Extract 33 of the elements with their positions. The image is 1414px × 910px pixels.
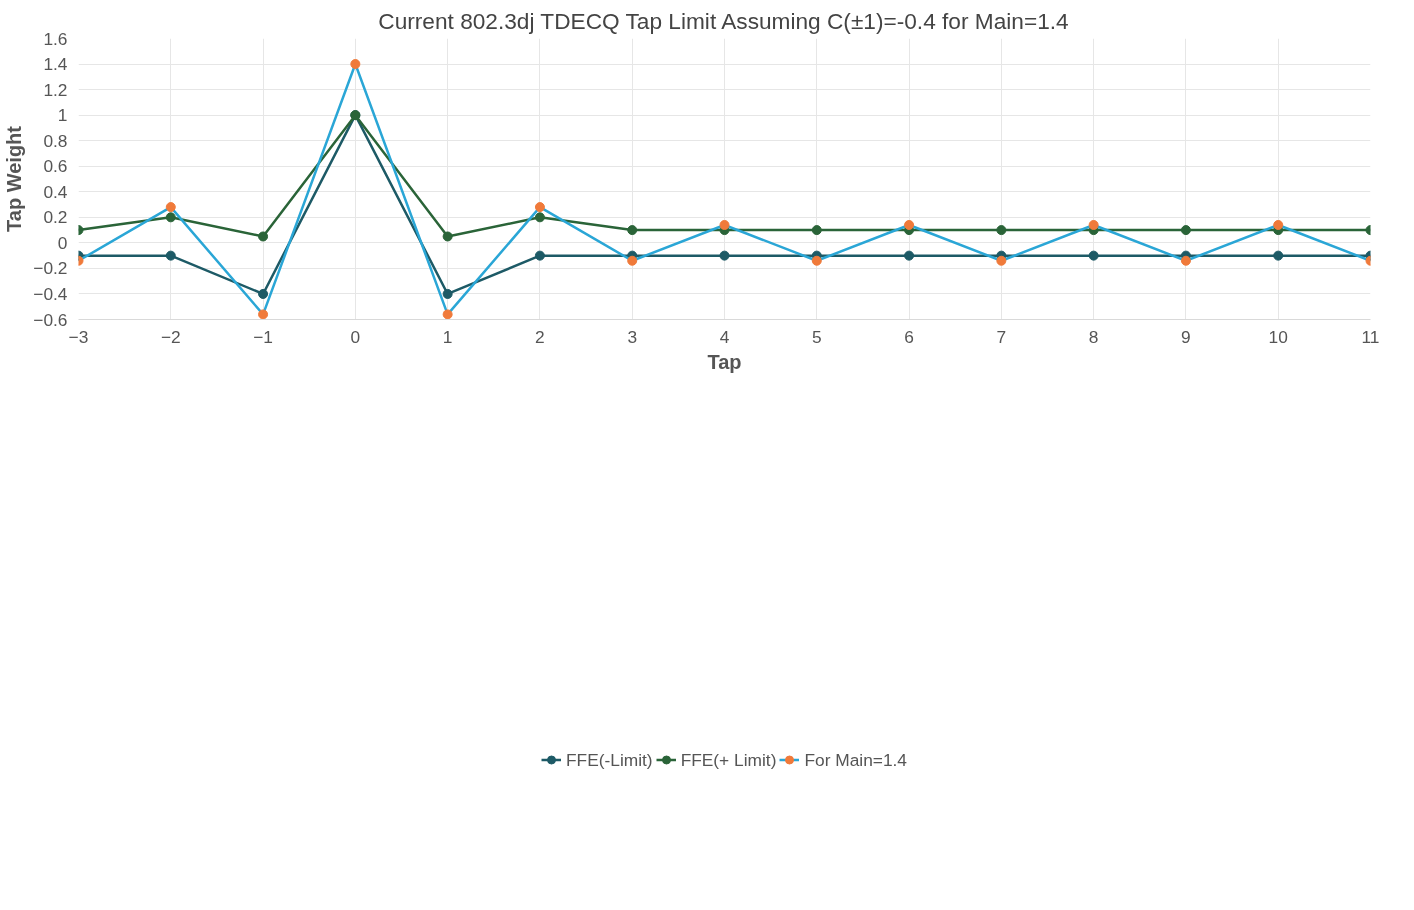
- x-tick-label: 11: [1361, 326, 1380, 347]
- x-tick-label: 8: [1088, 326, 1099, 347]
- y-tick-label: −0.2: [33, 258, 68, 279]
- x-tick-label: 5: [811, 326, 822, 347]
- legend-label: FFE(+ Limit): [680, 749, 777, 771]
- y-tick-label: 1.2: [43, 79, 68, 100]
- x-tick-label: 9: [1181, 326, 1191, 347]
- x-tick-label: 10: [1268, 326, 1288, 347]
- x-tick-label: −3: [68, 326, 89, 347]
- x-tick-label: −1: [253, 326, 273, 347]
- x-tick-label: 3: [627, 326, 638, 347]
- x-tick-label: −2: [160, 326, 181, 347]
- x-axis-title: Tap: [707, 350, 742, 373]
- y-tick-label: 1.6: [43, 28, 68, 49]
- y-tick-label: −0.4: [33, 283, 68, 304]
- y-tick-label: 0.2: [43, 207, 68, 228]
- x-tick-label: 6: [904, 326, 914, 347]
- x-tick-label: 7: [996, 326, 1007, 347]
- chart-title: Current 802.3dj TDECQ Tap Limit Assuming C(±1)=-0.4 for Main=1.4: [378, 7, 1069, 34]
- x-tick-label: 4: [719, 326, 730, 347]
- y-tick-label: 0: [57, 232, 68, 253]
- y-tick-label: 1: [57, 105, 68, 126]
- y-tick-label: 0.4: [43, 181, 68, 202]
- legend-label: FFE(-Limit): [566, 749, 653, 771]
- x-tick-label: 1: [442, 326, 453, 347]
- y-axis-title: Tap Weight: [3, 125, 26, 232]
- y-tick-label: 1.4: [43, 54, 68, 75]
- y-tick-label: −0.6: [33, 309, 68, 330]
- x-tick-label: 2: [535, 326, 545, 347]
- y-tick-label: 0.8: [43, 130, 68, 151]
- x-tick-label: 0: [350, 326, 361, 347]
- y-tick-label: 0.6: [43, 156, 68, 177]
- legend-label: For Main=1.4: [804, 749, 907, 771]
